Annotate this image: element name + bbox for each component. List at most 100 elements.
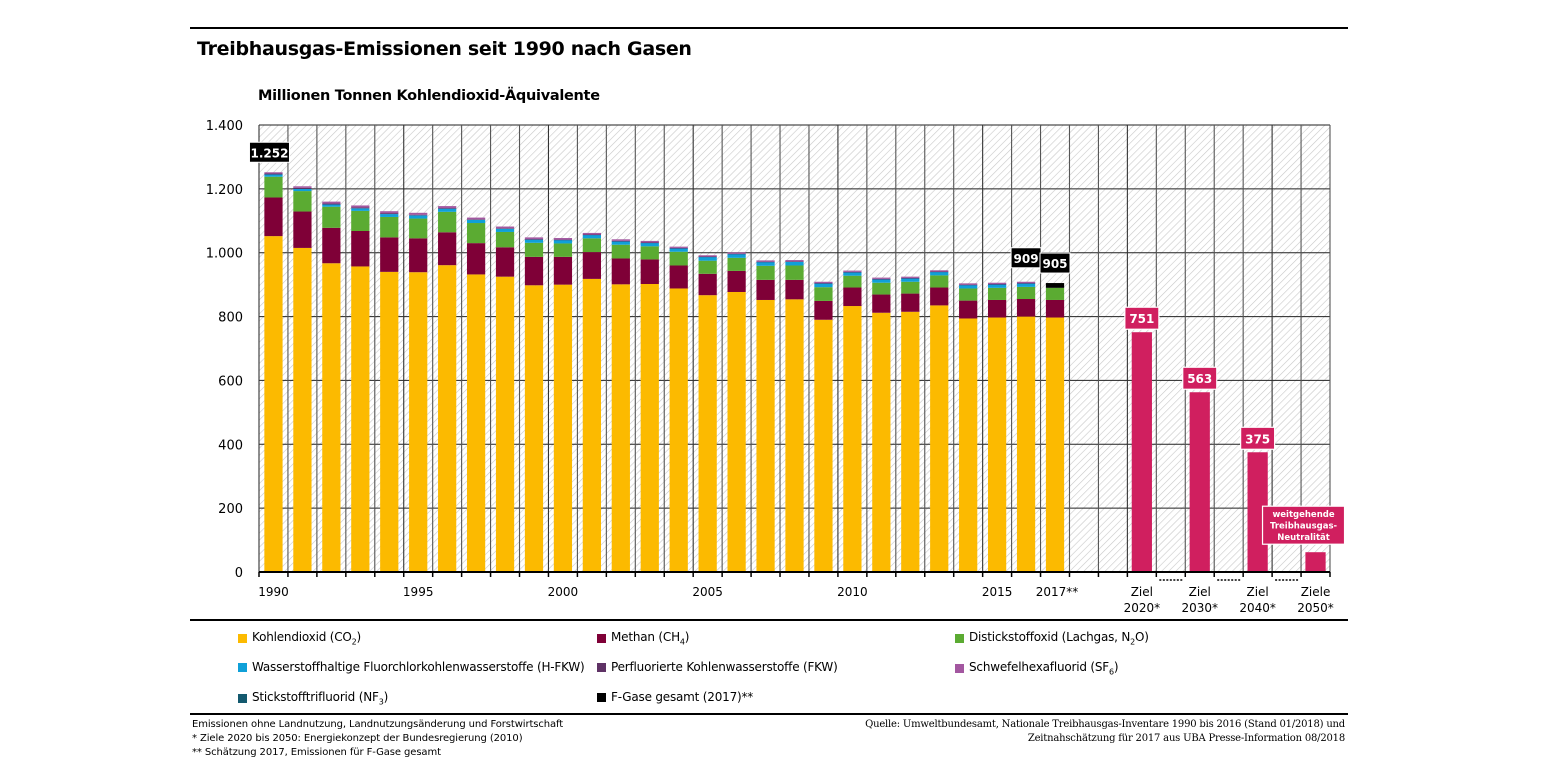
bar-segment-1 <box>495 247 515 277</box>
x-tick-label: 2000 <box>548 585 579 599</box>
bar-segment-4 <box>553 239 573 241</box>
bar-segment-0 <box>611 284 630 572</box>
y-tick-label: 800 <box>218 311 243 326</box>
target-x-label: 2040* <box>1239 601 1276 615</box>
bar-segment-5 <box>380 211 399 214</box>
bar-segment-1 <box>1016 299 1036 317</box>
bar-segment-0 <box>698 295 717 572</box>
bar-segment-5 <box>1016 281 1036 284</box>
bar-segment-3 <box>466 219 486 224</box>
legend-item: Schwefelhexafluorid (SF6) <box>955 660 1119 676</box>
bar-segment-4 <box>698 256 717 258</box>
bar-segment-0 <box>814 319 833 572</box>
target-value-label: 751 <box>1129 312 1154 326</box>
y-axis-label: Millionen Tonnen Kohlendioxid-Äquivalent… <box>258 88 600 104</box>
target-neutrality-label: weitgehende <box>1272 510 1334 520</box>
source-line-2: Zeitnahschätzung für 2017 aus UBA Presse… <box>1027 733 1345 744</box>
value-annotation: 905 <box>1039 252 1071 274</box>
bar-segment-1 <box>611 258 630 285</box>
bar-segment-5 <box>322 201 341 204</box>
bar-segment-2 <box>959 288 978 301</box>
bar-segment-5 <box>466 217 486 220</box>
legend-item: Kohlendioxid (CO2) <box>238 630 361 646</box>
bar-segment-4 <box>901 277 920 279</box>
y-tick-label: 1.000 <box>206 247 243 262</box>
bar-segment-4 <box>756 261 775 263</box>
legend-label: Stickstofftrifluorid (NF3) <box>252 690 389 707</box>
bar-segment-3 <box>293 188 312 192</box>
bar-segment-5 <box>872 277 891 279</box>
bar-segment-3 <box>322 204 341 207</box>
bar-segment-0 <box>553 284 573 572</box>
source: Quelle: Umweltbundesamt, Nationale Treib… <box>865 718 1345 746</box>
bar-segment-4 <box>872 278 891 280</box>
bar-segment-2 <box>843 275 862 288</box>
bar-segment-2 <box>322 206 341 228</box>
bar-segment-3 <box>582 234 601 239</box>
bar-segment-1 <box>582 252 601 279</box>
bar-segment-1 <box>640 259 659 285</box>
footnotes: Emissionen ohne Landnutzung, Landnutzung… <box>192 718 563 760</box>
bar-segment-0 <box>988 317 1007 572</box>
y-tick-label: 1.200 <box>206 183 243 198</box>
bar-segment-3 <box>1016 283 1036 287</box>
target-bar <box>1305 552 1326 572</box>
bar-segment-5 <box>930 270 949 272</box>
bar-segment-4 <box>582 234 601 236</box>
bar-segment-5 <box>293 186 312 188</box>
bar-segment-1 <box>293 211 312 248</box>
legend-item: Stickstofftrifluorid (NF3) <box>238 690 388 706</box>
bar-segment-5 <box>901 276 920 278</box>
bar-segment-1 <box>698 273 717 296</box>
bar-segment-1 <box>438 232 457 266</box>
y-tick-label: 400 <box>218 438 243 453</box>
bar-segment-0 <box>785 299 804 572</box>
bar-segment-5 <box>438 206 457 209</box>
bar-segment-0 <box>669 288 688 572</box>
bar-segment-2 <box>524 242 544 257</box>
legend-swatch <box>238 662 247 672</box>
legend-label: F-Gase gesamt (2017)** <box>611 690 754 704</box>
bar-segment-4 <box>524 238 544 240</box>
bar-segment-2 <box>727 257 746 271</box>
bar-segment-0 <box>438 265 457 572</box>
bar-segment-2 <box>901 281 920 294</box>
bar-segment-4 <box>988 284 1007 285</box>
bar-segment-0 <box>756 299 775 572</box>
value-annotation-box <box>1039 252 1071 274</box>
value-annotation-label: 909 <box>1014 252 1039 266</box>
target-x-label: Ziel <box>1131 585 1153 599</box>
target-value-box <box>1240 426 1276 450</box>
footnote-2: * Ziele 2020 bis 2050: Energiekonzept de… <box>192 733 523 744</box>
bar-segment-1 <box>872 294 891 313</box>
bar-segment-2 <box>553 243 573 257</box>
bar-segment-2 <box>698 260 717 274</box>
bar-segment-2 <box>351 210 370 232</box>
legend-swatch <box>955 633 964 643</box>
bar-segment-5 <box>814 281 833 284</box>
bar-segment-4 <box>264 173 283 175</box>
bar-segment-4 <box>611 240 630 242</box>
bar-segment-0 <box>322 263 341 572</box>
bar-segment-3 <box>524 239 544 243</box>
bar-segment-3 <box>872 279 891 283</box>
bar-segment-1 <box>669 265 688 289</box>
bar-segment-0 <box>872 312 891 572</box>
bar-segment-2 <box>814 287 833 301</box>
bar-segment-1 <box>466 243 486 275</box>
bar-segment-1 <box>843 287 862 307</box>
bar-segment-2 <box>1045 287 1065 300</box>
bar-segment-2 <box>582 238 601 253</box>
value-annotation-box <box>248 141 290 163</box>
bar-segment-2 <box>756 265 775 280</box>
legend-label: Perfluorierte Kohlenwasserstoffe (FKW) <box>611 660 838 674</box>
bar-segment-1 <box>409 238 428 273</box>
bar-segment-1 <box>756 279 775 300</box>
bar-segment-5 <box>785 260 804 262</box>
top-rule <box>190 27 1348 29</box>
x-tick-label: 2010 <box>837 585 868 599</box>
bar-segment-2 <box>611 244 630 259</box>
bar-segment-1 <box>1045 299 1065 318</box>
labels: 0 200 400 600 800 1.000 1.200 1.400 1990 1995 2000… <box>206 119 1346 615</box>
bar-segment-0 <box>727 291 746 572</box>
